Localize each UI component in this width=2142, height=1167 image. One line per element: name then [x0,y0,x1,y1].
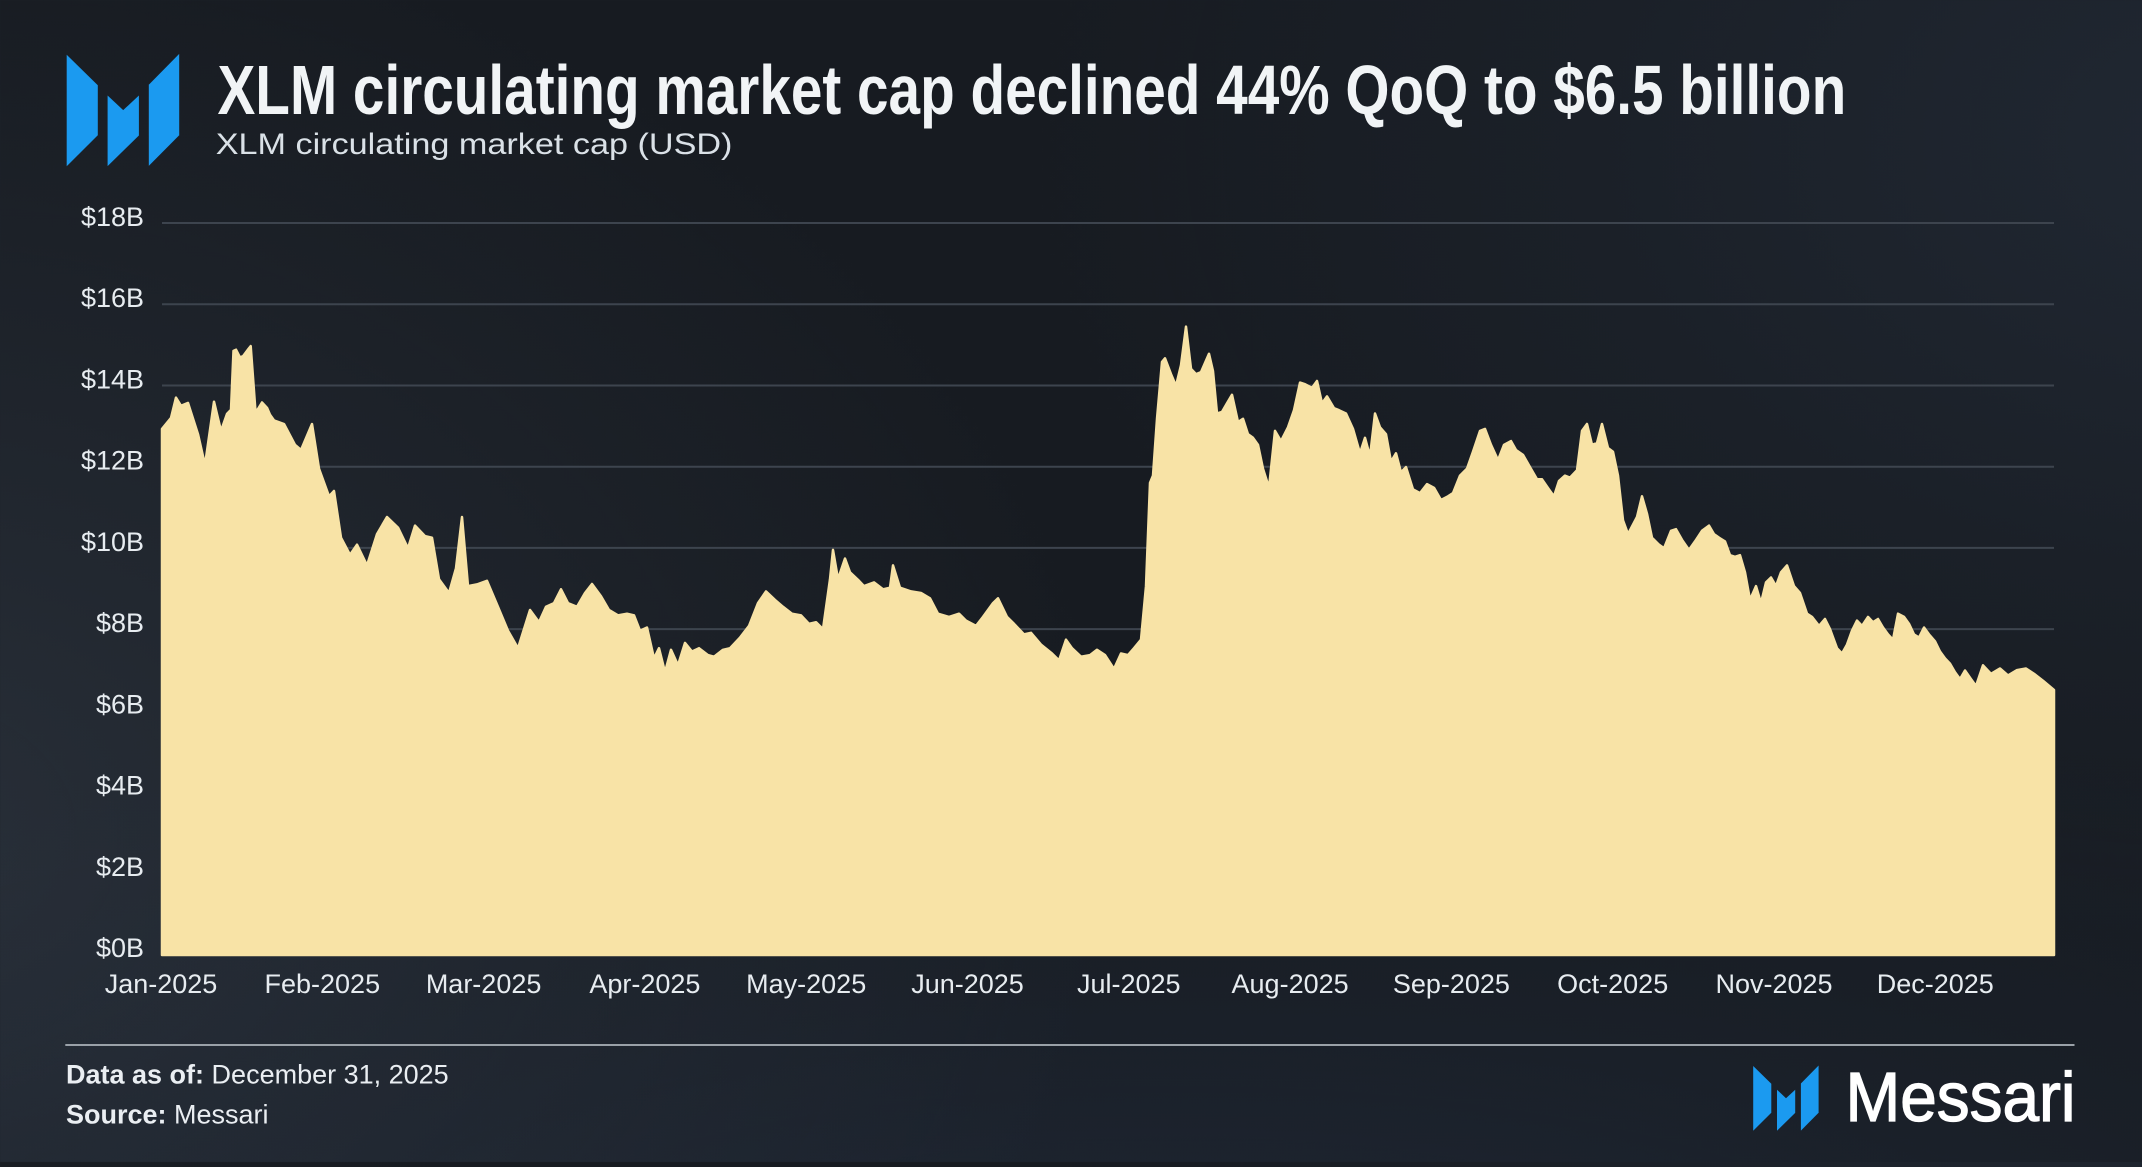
svg-text:XLM circulating market cap (US: XLM circulating market cap (USD) [216,127,733,161]
svg-text:May-2025: May-2025 [746,969,866,999]
svg-text:Data as of: December 31, 2025: Data as of: December 31, 2025 [66,1059,449,1089]
svg-text:Jul-2025: Jul-2025 [1077,969,1181,999]
svg-text:Apr-2025: Apr-2025 [589,969,700,999]
svg-text:$16B: $16B [81,283,144,313]
svg-text:$10B: $10B [81,527,144,557]
svg-text:Jan-2025: Jan-2025 [105,969,218,999]
svg-text:Feb-2025: Feb-2025 [265,969,381,999]
svg-text:$6B: $6B [96,689,144,719]
svg-text:Nov-2025: Nov-2025 [1715,969,1832,999]
svg-text:XLM circulating market cap dec: XLM circulating market cap declined 44% … [218,51,1847,129]
svg-text:Aug-2025: Aug-2025 [1232,969,1349,999]
svg-text:Mar-2025: Mar-2025 [426,969,542,999]
svg-text:Dec-2025: Dec-2025 [1877,969,1994,999]
svg-text:Oct-2025: Oct-2025 [1557,969,1668,999]
svg-text:$14B: $14B [81,365,144,395]
svg-text:$4B: $4B [96,771,144,801]
svg-text:Sep-2025: Sep-2025 [1393,969,1510,999]
svg-text:Source: Messari: Source: Messari [66,1100,269,1130]
svg-text:$18B: $18B [81,202,144,232]
svg-text:$8B: $8B [96,608,144,638]
svg-text:$2B: $2B [96,852,144,882]
svg-text:$0B: $0B [96,933,144,963]
svg-text:Messari: Messari [1846,1059,2076,1136]
svg-text:Jun-2025: Jun-2025 [911,969,1024,999]
svg-text:$12B: $12B [81,446,144,476]
